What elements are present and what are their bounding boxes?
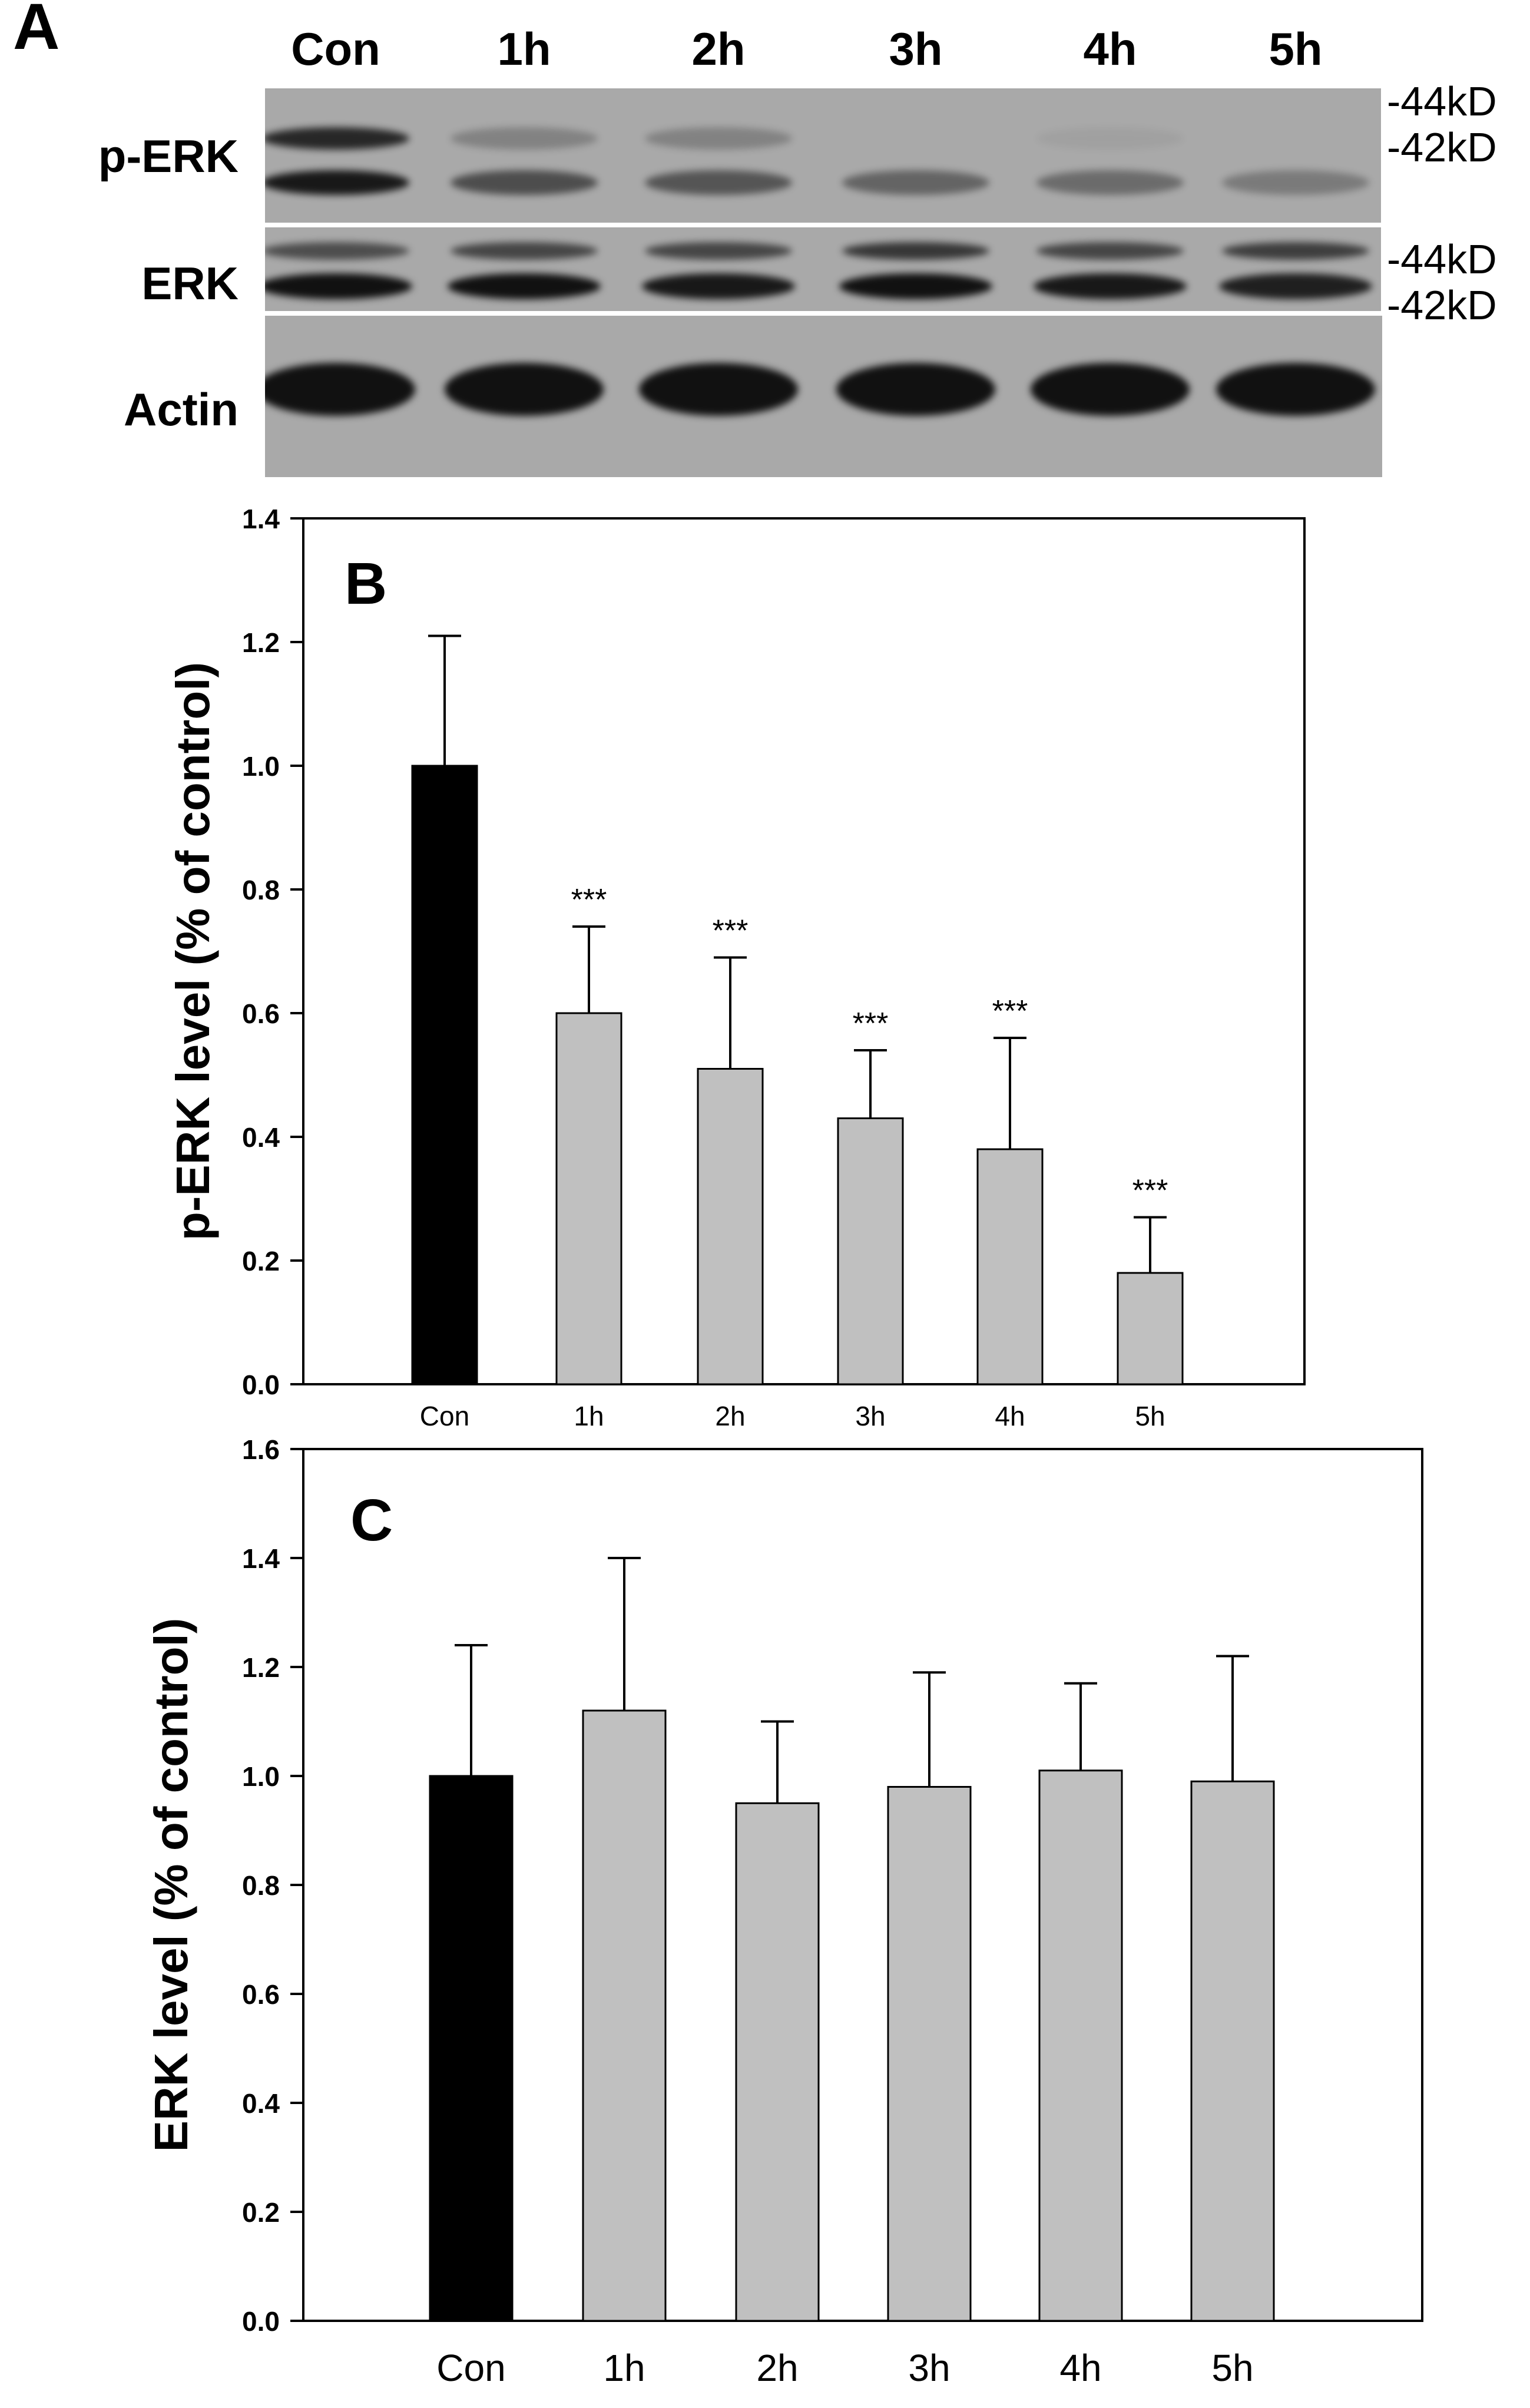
band-erk-44 [1222, 242, 1369, 260]
blot-erk [265, 227, 1381, 311]
row-label-erk: ERK [141, 257, 239, 309]
band-p-erk-44 [1036, 127, 1184, 150]
band-erk-42 [1219, 273, 1372, 299]
bar-5h [1117, 1272, 1184, 1385]
y-tick-label: 1.4 [242, 504, 280, 534]
y-tick-label: 0.0 [242, 1370, 280, 1400]
band-actin [1216, 363, 1375, 416]
band-p-erk-44 [265, 127, 409, 150]
x-tick-label: 1h [574, 1401, 604, 1431]
bar-3h [837, 1117, 904, 1385]
blot-actin [265, 316, 1382, 477]
panel-a-letter: A [13, 0, 60, 63]
panel-letter: C [350, 1487, 393, 1553]
lane-label-3h: 3h [889, 23, 943, 75]
band-actin [639, 363, 798, 416]
y-tick-label: 1.0 [242, 1761, 280, 1792]
x-tick-label: 4h [1059, 2347, 1101, 2389]
x-tick-label: 1h [603, 2347, 645, 2389]
band-erk-42 [1034, 273, 1187, 299]
row-label-actin: Actin [124, 383, 239, 435]
y-tick-label: 0.4 [242, 1122, 280, 1153]
panel-letter: B [345, 551, 387, 617]
band-p-erk-42 [265, 170, 409, 195]
significance-marker: *** [713, 914, 749, 948]
y-tick-label: 1.0 [242, 751, 280, 782]
x-tick-label: Con [436, 2347, 505, 2389]
band-actin [1031, 363, 1190, 416]
bar-con [411, 765, 478, 1385]
x-tick-label: 4h [995, 1401, 1025, 1431]
significance-marker: *** [571, 883, 607, 917]
marker-42kd-p-erk: -42kD [1387, 124, 1497, 170]
band-erk-44 [265, 242, 409, 260]
band-erk-42 [642, 273, 795, 299]
band-actin [445, 363, 604, 416]
band-erk-42 [448, 273, 601, 299]
band-erk-44 [451, 242, 598, 260]
band-p-erk-44 [451, 127, 598, 150]
bar-3h [887, 1786, 972, 2322]
bar-con [429, 1775, 514, 2322]
y-tick-label: 0.6 [242, 998, 280, 1029]
bar-1h [555, 1012, 622, 1385]
y-tick-label: 1.2 [242, 1652, 280, 1683]
significance-marker: *** [1132, 1174, 1168, 1208]
row-label-p-erk: p-ERK [98, 130, 239, 182]
significance-marker: *** [853, 1007, 889, 1041]
y-tick-label: 1.4 [242, 1543, 280, 1574]
bar-2h [697, 1068, 764, 1385]
y-tick-label: 0.4 [242, 2088, 280, 2119]
band-p-erk-42 [645, 170, 792, 195]
band-p-erk-42 [1036, 170, 1184, 195]
x-tick-label: 2h [715, 1401, 745, 1431]
lane-label-2h: 2h [691, 23, 746, 75]
bar-4h [1038, 1769, 1123, 2322]
bar-4h [976, 1148, 1044, 1385]
y-tick-label: 0.6 [242, 1979, 280, 2010]
band-p-erk-44 [645, 127, 792, 150]
x-tick-label: 2h [756, 2347, 798, 2389]
y-tick-label: 0.2 [242, 1246, 280, 1276]
band-p-erk-42 [842, 170, 989, 195]
band-actin [836, 363, 995, 416]
y-tick-label: 0.0 [242, 2306, 280, 2337]
band-erk-44 [842, 242, 989, 260]
band-p-erk-42 [1222, 170, 1369, 195]
bar-5h [1190, 1780, 1275, 2322]
chart-b-p-erk: B 0.0 0.2 0.4 0.6 0.8 1.0 1.2 1.4 p-ERK level (% … [167, 504, 1306, 1431]
significance-marker: *** [992, 994, 1028, 1028]
x-tick-label: Con [420, 1401, 469, 1431]
y-tick-label: 1.6 [242, 1434, 280, 1465]
x-tick-label: 3h [855, 1401, 885, 1431]
lane-label-con: Con [291, 23, 380, 75]
x-tick-label: 5h [1211, 2347, 1253, 2389]
y-tick-label: 0.8 [242, 875, 280, 905]
lane-label-1h: 1h [497, 23, 551, 75]
y-tick-label: 1.2 [242, 627, 280, 658]
band-erk-42 [265, 273, 412, 299]
band-erk-44 [1036, 242, 1184, 260]
marker-42kd-erk: -42kD [1387, 282, 1497, 328]
band-erk-44 [645, 242, 792, 260]
blot-p-erk [265, 88, 1381, 223]
x-tick-label: 3h [908, 2347, 950, 2389]
y-tick-label: 0.8 [242, 1870, 280, 1901]
plot-frame [302, 517, 1306, 1385]
bar-1h [582, 1709, 667, 2322]
y-tick-label: 0.2 [242, 2197, 280, 2228]
band-p-erk-42 [451, 170, 598, 195]
marker-44kd-p-erk: -44kD [1387, 78, 1497, 124]
band-erk-42 [839, 273, 992, 299]
bar-2h [735, 1802, 820, 2322]
x-tick-label: 5h [1135, 1401, 1165, 1431]
lane-label-4h: 4h [1083, 23, 1137, 75]
y-axis-label: p-ERK level (% of control) [167, 662, 219, 1241]
marker-44kd-erk: -44kD [1387, 236, 1497, 282]
band-actin [265, 363, 415, 416]
chart-c-erk: C 0.0 0.2 0.4 0.6 0.8 1.0 1.2 1.4 1.6 ERK level (%… [145, 1434, 1423, 2389]
y-axis-label: ERK level (% of control) [145, 1618, 197, 2152]
lane-label-5h: 5h [1269, 23, 1323, 75]
